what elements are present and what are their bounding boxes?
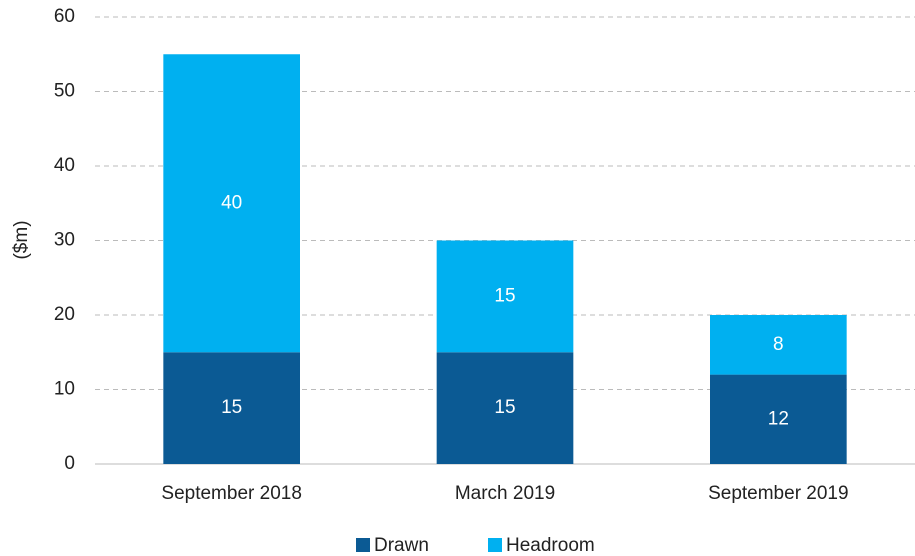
y-tick-label: 50 <box>54 81 75 102</box>
legend-swatch <box>488 538 502 552</box>
legend-label: Drawn <box>374 535 429 556</box>
bar-segment <box>710 315 847 375</box>
x-tick-label: September 2019 <box>708 483 849 504</box>
y-tick-label: 30 <box>54 230 75 251</box>
y-axis-label: ($m) <box>11 220 32 259</box>
x-tick-label: September 2018 <box>161 483 302 504</box>
x-tick-label: March 2019 <box>455 483 555 504</box>
legend-swatch <box>356 538 370 552</box>
data-label: 12 <box>768 408 789 429</box>
bar-segment <box>436 352 574 464</box>
data-label: 15 <box>221 397 242 418</box>
y-tick-label: 40 <box>54 155 75 176</box>
data-label: 15 <box>494 285 515 306</box>
y-tick-label: 20 <box>54 304 75 325</box>
legend-label: Headroom <box>506 535 595 556</box>
data-label: 40 <box>221 192 242 213</box>
data-label: 8 <box>773 334 784 355</box>
bar-segment <box>163 54 300 353</box>
bar-segment <box>163 352 300 464</box>
bar-segment <box>436 240 574 353</box>
bar-segment <box>710 374 847 464</box>
y-tick-label: 60 <box>54 6 75 27</box>
data-label: 15 <box>494 397 515 418</box>
y-tick-label: 10 <box>54 379 75 400</box>
y-tick-label: 0 <box>64 453 75 474</box>
